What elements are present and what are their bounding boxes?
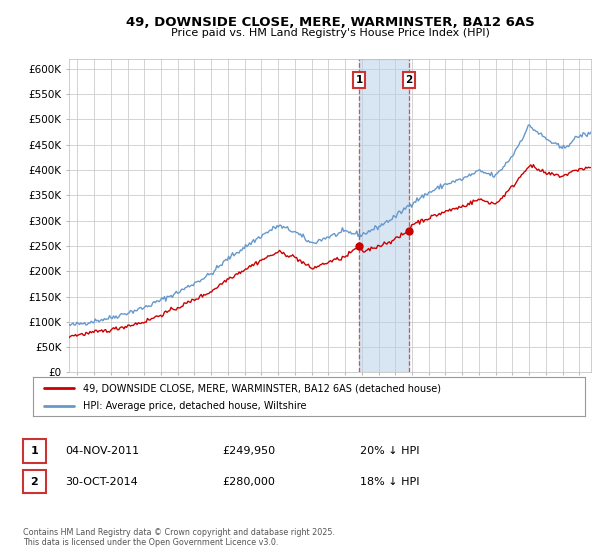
Text: 49, DOWNSIDE CLOSE, MERE, WARMINSTER, BA12 6AS (detached house): 49, DOWNSIDE CLOSE, MERE, WARMINSTER, BA… bbox=[83, 383, 440, 393]
Text: Contains HM Land Registry data © Crown copyright and database right 2025.
This d: Contains HM Land Registry data © Crown c… bbox=[23, 528, 335, 547]
Text: 49, DOWNSIDE CLOSE, MERE, WARMINSTER, BA12 6AS: 49, DOWNSIDE CLOSE, MERE, WARMINSTER, BA… bbox=[125, 16, 535, 29]
Text: 2: 2 bbox=[31, 477, 38, 487]
Text: 30-OCT-2014: 30-OCT-2014 bbox=[65, 477, 137, 487]
Text: 1: 1 bbox=[31, 446, 38, 456]
Text: 2: 2 bbox=[406, 75, 413, 85]
Text: HPI: Average price, detached house, Wiltshire: HPI: Average price, detached house, Wilt… bbox=[83, 401, 306, 411]
Text: 04-NOV-2011: 04-NOV-2011 bbox=[65, 446, 139, 456]
Text: 1: 1 bbox=[355, 75, 363, 85]
Text: 18% ↓ HPI: 18% ↓ HPI bbox=[360, 477, 419, 487]
Bar bbox=[359, 59, 409, 372]
Text: £249,950: £249,950 bbox=[222, 446, 275, 456]
Text: £280,000: £280,000 bbox=[222, 477, 275, 487]
Text: 20% ↓ HPI: 20% ↓ HPI bbox=[360, 446, 419, 456]
Text: Price paid vs. HM Land Registry's House Price Index (HPI): Price paid vs. HM Land Registry's House … bbox=[170, 28, 490, 38]
